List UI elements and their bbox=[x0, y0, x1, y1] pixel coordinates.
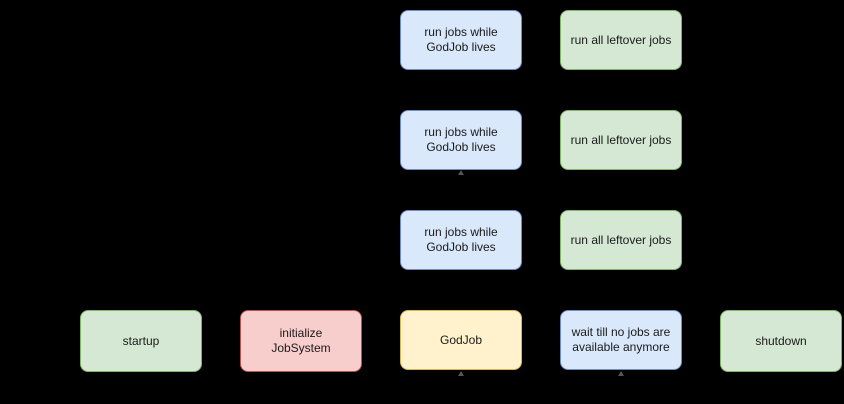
node-run-jobs-2: run jobs while GodJob lives bbox=[400, 110, 522, 170]
arrowhead-hint-run2 bbox=[458, 170, 464, 175]
node-run-jobs-3: run jobs while GodJob lives bbox=[400, 210, 522, 270]
node-run-jobs-1: run jobs while GodJob lives bbox=[400, 10, 522, 70]
arrowhead-hint-wait bbox=[618, 371, 624, 376]
node-leftover-jobs-1: run all leftover jobs bbox=[560, 10, 682, 70]
node-godjob: GodJob bbox=[400, 310, 522, 370]
arrowhead-hint-godjob bbox=[458, 371, 464, 376]
node-shutdown: shutdown bbox=[720, 310, 842, 372]
node-leftover-jobs-3: run all leftover jobs bbox=[560, 210, 682, 270]
node-leftover-jobs-2: run all leftover jobs bbox=[560, 110, 682, 170]
node-wait-no-jobs: wait till no jobs are available anymore bbox=[560, 310, 682, 370]
node-startup: startup bbox=[80, 310, 202, 372]
node-initialize-jobsystem: initialize JobSystem bbox=[240, 310, 362, 372]
